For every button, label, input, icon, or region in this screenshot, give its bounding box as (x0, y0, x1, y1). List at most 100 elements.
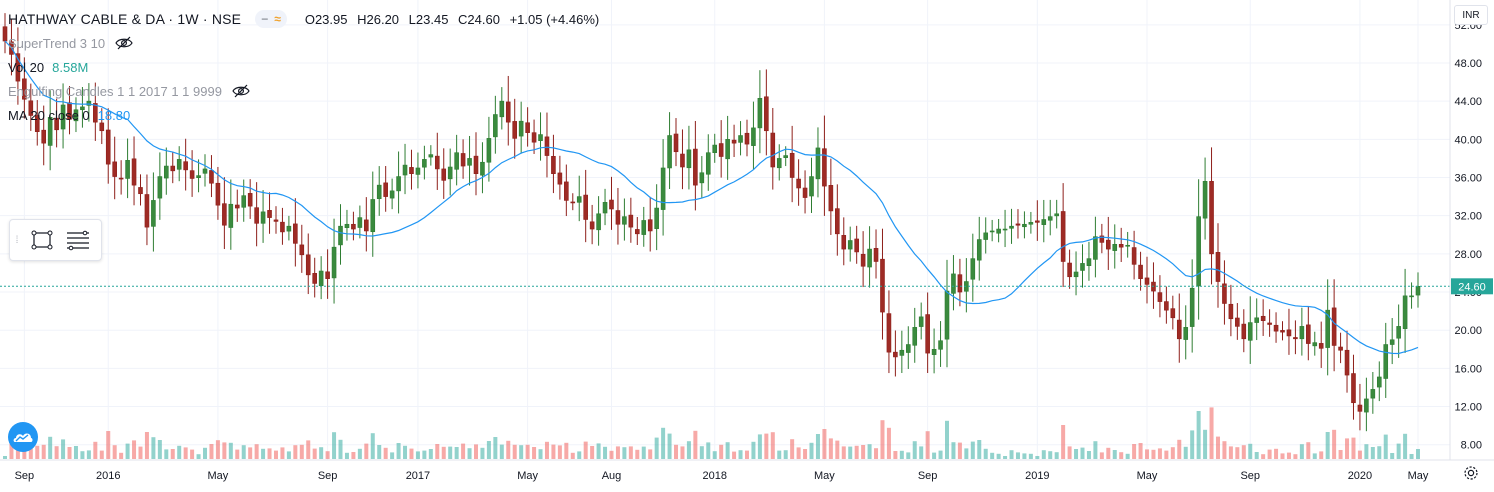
volume-bar (1364, 444, 1369, 459)
candle-body (157, 176, 163, 199)
drag-handle-icon[interactable]: ⁞ (15, 234, 19, 246)
volume-bar (1319, 451, 1324, 459)
volume-bar (1280, 453, 1285, 459)
volume-bar (693, 430, 698, 459)
volume-bar (228, 442, 233, 459)
candle-body (1409, 295, 1414, 298)
volume-bar (551, 444, 556, 459)
symbol-pill[interactable]: − ≈ (255, 10, 287, 28)
volume-bar (1415, 449, 1421, 459)
candle-body (138, 187, 143, 195)
volume-bar (1383, 434, 1388, 459)
candle-body (976, 239, 982, 261)
volume-bar (273, 450, 278, 459)
candle-body (1389, 339, 1395, 345)
volume-bar (796, 447, 801, 459)
volume-bar (138, 446, 143, 459)
candle-body (796, 178, 801, 189)
candle-body (860, 253, 866, 267)
volume-bar (854, 445, 859, 459)
volume-bar (2, 456, 8, 459)
candle-body (512, 121, 518, 139)
candle-body (351, 223, 356, 230)
candle-body (931, 348, 937, 355)
candle-body (686, 149, 692, 169)
candle-body (918, 316, 924, 327)
volume-bar (35, 445, 40, 459)
candle-body (951, 273, 956, 294)
x-tick-label: May (1408, 470, 1429, 482)
ohlc-high: H26.20 (357, 11, 400, 27)
candle-body (841, 235, 847, 250)
ohlc-open: O23.95 (304, 11, 348, 27)
floating-drawing-toolbar[interactable]: ⁞ (9, 219, 102, 261)
candle-body (899, 349, 905, 356)
candle-body (73, 109, 79, 122)
volume-bar (106, 431, 111, 459)
candle-body (531, 132, 537, 143)
candle-body (970, 258, 976, 280)
indicator-volume[interactable]: Vol 20 8.58M (8, 55, 605, 79)
volume-bar (648, 449, 653, 459)
candle-body (202, 168, 208, 174)
y-tick-label: 32.00 (1454, 211, 1482, 223)
volume-bar (732, 451, 737, 459)
candle-body (2, 26, 8, 42)
volume-bar (499, 444, 504, 459)
volume-bar (1183, 446, 1188, 459)
eye-hidden-icon[interactable] (232, 84, 250, 98)
volume-bar (596, 443, 601, 459)
candle-body (1306, 324, 1311, 344)
volume-bar (73, 446, 78, 459)
indicator-supertrend[interactable]: SuperTrend 3 10 (8, 31, 605, 55)
volume-bar (203, 447, 208, 459)
volume-bar (48, 436, 53, 459)
volume-bar (712, 451, 717, 459)
volume-bar (196, 454, 201, 459)
volume-bar (1357, 450, 1362, 459)
volume-bar (1396, 443, 1401, 459)
volume-bar (28, 444, 33, 459)
candle-body (34, 115, 40, 133)
volume-bar (390, 452, 395, 459)
indicator-name: SuperTrend 3 10 (8, 35, 106, 51)
volume-bar (667, 433, 672, 459)
lines-tool-button[interactable] (60, 222, 96, 258)
volume-bar (1351, 437, 1356, 459)
candle-body (189, 170, 195, 179)
candle-body (86, 100, 92, 106)
indicator-ma[interactable]: MA 20 close 0 18.80 (8, 103, 605, 127)
candle-body (615, 210, 621, 225)
candle-body (893, 351, 898, 358)
volume-bar (622, 447, 627, 459)
candle-body (996, 228, 1001, 234)
candle-body (873, 248, 879, 262)
indicator-value: 18.80 (97, 107, 131, 123)
y-tick-label: 16.00 (1454, 363, 1482, 375)
symbol-title[interactable]: HATHWAY CABLE & DA · 1W · NSE (8, 11, 242, 27)
candle-body (989, 230, 995, 233)
volume-bar (1041, 450, 1046, 459)
indicator-engulfing[interactable]: Engulfing Candles 1 1 2017 1 1 9999 (8, 79, 605, 103)
tradingview-cloud-icon[interactable] (8, 422, 38, 452)
volume-bar (119, 452, 124, 459)
volume-bar (1325, 432, 1330, 459)
gear-icon[interactable] (1462, 464, 1480, 482)
candle-body (1080, 263, 1085, 271)
legend: HATHWAY CABLE & DA · 1W · NSE − ≈ O23.95… (8, 7, 605, 127)
volume-bar (506, 440, 511, 459)
candle-body (460, 153, 466, 167)
rectangle-tool-button[interactable] (24, 222, 60, 258)
candle-body (344, 223, 350, 229)
volume-bar (319, 447, 324, 459)
cloud-icon (13, 433, 33, 442)
candle-body (1138, 264, 1143, 279)
volume-bar (1390, 453, 1395, 459)
volume-bar (1312, 453, 1317, 459)
eye-hidden-icon[interactable] (115, 36, 133, 50)
volume-bar (1235, 447, 1240, 459)
wave-icon: ≈ (274, 12, 281, 26)
volume-bar (583, 441, 588, 459)
volume-bar (248, 447, 253, 459)
currency-label[interactable]: INR (1454, 5, 1488, 25)
